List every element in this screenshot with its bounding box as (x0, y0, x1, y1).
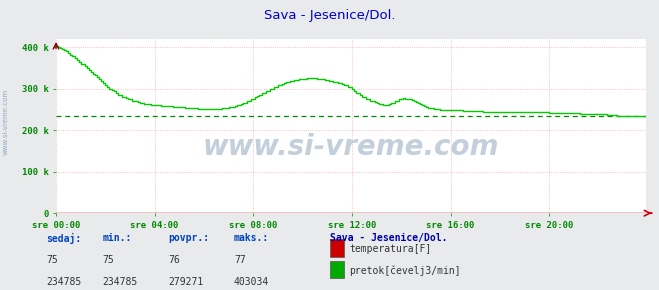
Text: www.si-vreme.com: www.si-vreme.com (2, 89, 9, 155)
Text: 234785: 234785 (46, 277, 81, 287)
Text: 75: 75 (102, 255, 114, 265)
Text: sedaj:: sedaj: (46, 233, 81, 244)
Text: 279271: 279271 (168, 277, 203, 287)
Text: 76: 76 (168, 255, 180, 265)
Text: min.:: min.: (102, 233, 132, 243)
Text: temperatura[F]: temperatura[F] (349, 244, 432, 254)
Text: 75: 75 (46, 255, 58, 265)
Text: povpr.:: povpr.: (168, 233, 209, 243)
Text: maks.:: maks.: (234, 233, 269, 243)
Text: Sava - Jesenice/Dol.: Sava - Jesenice/Dol. (264, 9, 395, 22)
Text: www.si-vreme.com: www.si-vreme.com (203, 133, 499, 161)
Text: 234785: 234785 (102, 277, 137, 287)
Text: pretok[čevelj3/min]: pretok[čevelj3/min] (349, 266, 461, 276)
Text: Sava - Jesenice/Dol.: Sava - Jesenice/Dol. (330, 233, 447, 243)
Text: 77: 77 (234, 255, 246, 265)
Text: 403034: 403034 (234, 277, 269, 287)
